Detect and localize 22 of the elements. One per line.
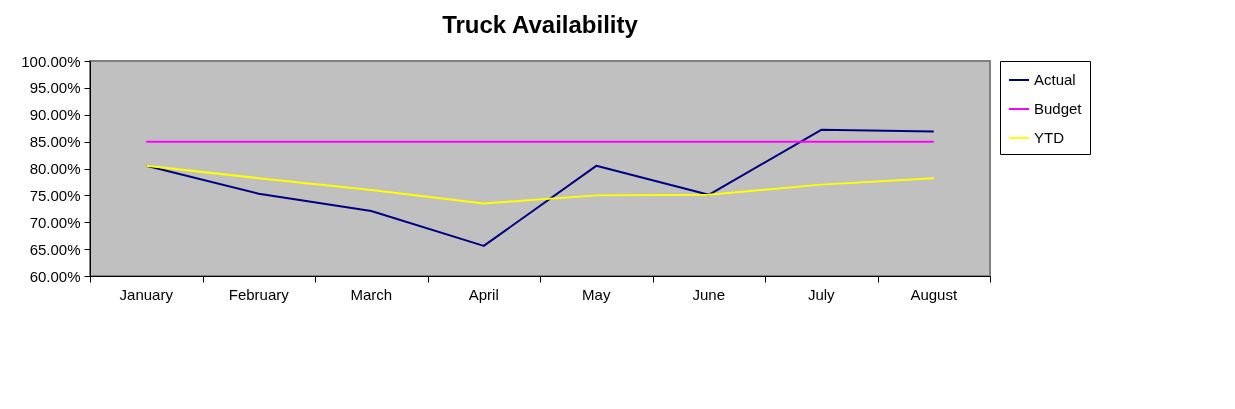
y-tick-label: 95.00% <box>29 79 81 97</box>
line-series <box>145 164 935 205</box>
x-tick-label: June <box>692 286 726 303</box>
x-tick-label: January <box>119 286 174 303</box>
legend-label: Actual <box>1034 71 1076 88</box>
y-tick-label: 80.00% <box>29 160 81 177</box>
x-tick-label: February <box>228 286 290 303</box>
legend-label: Budget <box>1034 100 1083 117</box>
x-tick-label: March <box>350 286 393 303</box>
x-tick-label: April <box>468 286 499 303</box>
y-tick-label: 60.00% <box>29 267 81 285</box>
x-tick-label: August <box>910 286 958 303</box>
legend-label: YTD <box>1034 129 1065 146</box>
y-tick-label: 90.00% <box>29 106 81 124</box>
chart-title: Truck Availability <box>442 11 639 38</box>
y-tick-label: 65.00% <box>29 240 81 258</box>
y-tick-label: 70.00% <box>29 213 81 231</box>
y-tick-label: 75.00% <box>29 186 81 204</box>
y-tick-label: 85.00% <box>29 133 81 151</box>
x-tick-label: May <box>582 286 611 303</box>
y-tick-label: 100.00% <box>21 52 81 70</box>
x-tick-label: July <box>807 286 836 303</box>
